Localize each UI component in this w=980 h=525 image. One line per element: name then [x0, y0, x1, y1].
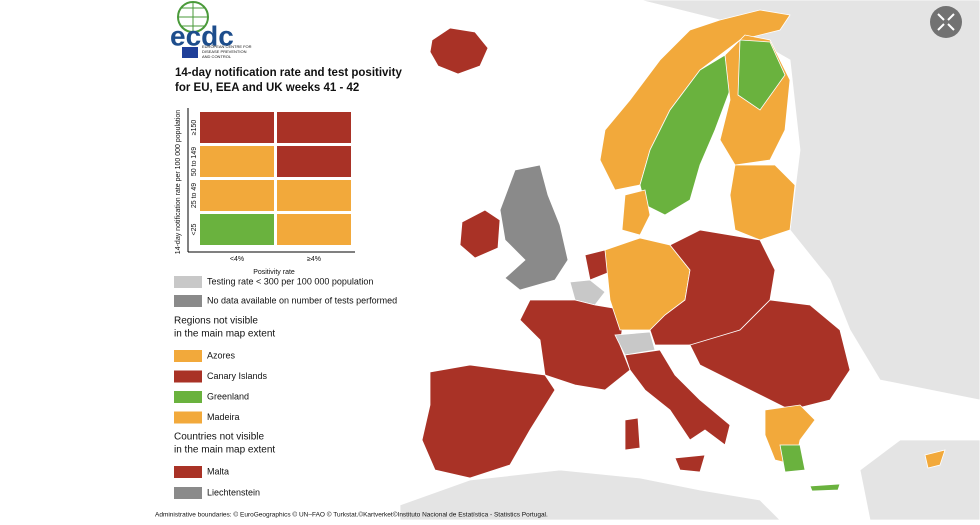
matrix-cell	[277, 112, 351, 143]
finland-north	[737, 39, 786, 111]
expand-arrows	[937, 13, 955, 31]
logo: ecdc EUROPEAN CENTRE FOR DISEASE PREVENT…	[170, 1, 252, 59]
matrix-cell	[277, 214, 351, 245]
cyprus	[924, 449, 946, 469]
baltics	[729, 164, 796, 241]
matrix-cell	[200, 180, 274, 211]
legend-swatch	[174, 391, 202, 403]
logo-subtitle: DISEASE PREVENTION	[202, 49, 247, 54]
footer: Administrative boundaries: © EuroGeograp…	[155, 511, 548, 519]
logo-name: ecdc	[170, 20, 234, 51]
iceland	[429, 27, 489, 75]
legend-label: No data available on number of tests per…	[207, 295, 397, 305]
legend-label: Testing rate < 300 per 100 000 populatio…	[207, 276, 373, 286]
switzerland	[614, 331, 656, 356]
crete	[809, 483, 841, 492]
sweden	[639, 54, 731, 216]
matrix-cell	[200, 214, 274, 245]
map	[399, 0, 980, 521]
legend-swatch	[174, 487, 202, 499]
belgium	[569, 279, 606, 306]
denmark	[621, 189, 651, 236]
legend-label: Liechtenstein	[207, 487, 260, 497]
title: 14-day notification rate and test positi…	[175, 67, 402, 79]
eu-flag	[182, 47, 198, 58]
legend-label: Madeira	[207, 412, 240, 422]
section-heading: in the main map extent	[174, 445, 275, 456]
spain-portugal	[421, 364, 556, 479]
section-heading: Regions not visible	[174, 316, 258, 327]
matrix-cell	[277, 180, 351, 211]
row-label: 25 to 49	[191, 183, 198, 208]
matrix-cell	[200, 112, 274, 143]
legend-label: Greenland	[207, 391, 249, 401]
column-label: <4%	[230, 256, 244, 263]
legend-label: Azores	[207, 350, 236, 360]
ireland	[459, 209, 501, 259]
expand-icon[interactable]	[930, 6, 962, 38]
sicily	[674, 454, 706, 473]
italy	[624, 349, 731, 446]
x-axis-label: Positivity rate	[253, 269, 295, 276]
legend: Testing rate < 300 per 100 000 populatio…	[174, 276, 397, 499]
legend-label: Canary Islands	[207, 371, 268, 381]
title: for EU, EEA and UK weeks 41 - 42	[175, 82, 359, 94]
section-heading: in the main map extent	[174, 329, 275, 340]
legend-swatch	[174, 370, 202, 383]
logo-subtitle: EUROPEAN CENTRE FOR	[202, 44, 252, 49]
sardinia	[624, 417, 641, 451]
matrix-cell	[200, 146, 274, 177]
balkans	[689, 299, 851, 411]
legend-swatch	[174, 295, 202, 307]
matrix-cell	[277, 146, 351, 177]
legend-swatch	[174, 466, 202, 478]
row-label: <25	[191, 223, 198, 235]
legend-swatch	[174, 411, 202, 424]
united-kingdom	[499, 164, 569, 291]
france	[519, 299, 631, 391]
row-label: ≥150	[191, 120, 198, 136]
row-label: 50 to 149	[191, 147, 198, 176]
column-label: ≥4%	[307, 256, 321, 263]
positivity-matrix: ≥150 50 to 149 25 to 49 <25 14-day notificat…	[175, 108, 355, 276]
logo-subtitle: AND CONTROL	[202, 54, 232, 59]
y-axis-label: 14-day notification rate per 100 000 pop…	[175, 110, 182, 254]
logo-grid	[178, 2, 208, 32]
greece-east	[779, 444, 806, 473]
legend-swatch	[174, 276, 202, 288]
expand-button[interactable]	[930, 6, 962, 38]
section-heading: Countries not visible	[174, 432, 264, 443]
legend-swatch	[174, 350, 202, 362]
legend-label: Malta	[207, 466, 229, 476]
